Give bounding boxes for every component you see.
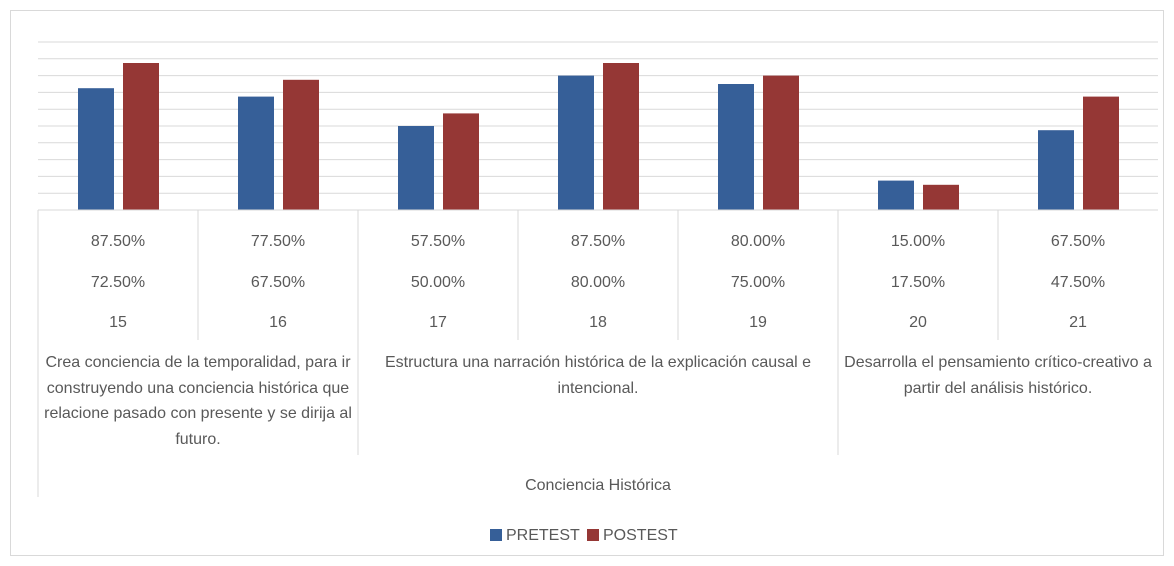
table-cell: 15.00% (891, 233, 945, 250)
legend-label: PRETEST (506, 527, 580, 544)
bar (123, 63, 159, 210)
table-cell: 87.50% (91, 233, 145, 250)
x-tick-label: 21 (1069, 314, 1087, 331)
bar (238, 96, 274, 210)
bar (1038, 130, 1074, 210)
group-title: Conciencia Histórica (525, 477, 671, 494)
table-cell: 67.50% (1051, 233, 1105, 250)
group-label: Desarrolla el pensamiento crítico-creati… (844, 354, 1152, 397)
table-cell: 75.00% (731, 274, 785, 291)
group-label-box: Desarrolla el pensamiento crítico-creati… (844, 354, 1152, 397)
table-cell: 80.00% (731, 233, 785, 250)
bar (603, 63, 639, 210)
x-tick-label: 20 (909, 314, 927, 331)
legend-label: POSTEST (603, 527, 678, 544)
bar (718, 84, 754, 210)
bar (443, 113, 479, 210)
table-cell: 50.00% (411, 274, 465, 291)
group-label: Crea conciencia de la temporalidad, para… (44, 354, 352, 448)
bar (398, 126, 434, 210)
table-cell: 87.50% (571, 233, 625, 250)
bar (283, 79, 319, 210)
x-tick-label: 15 (109, 314, 127, 331)
bar (558, 75, 594, 210)
x-tick-label: 16 (269, 314, 287, 331)
bar (923, 184, 959, 210)
group-label: Estructura una narración histórica de la… (384, 354, 811, 397)
x-tick-label: 17 (429, 314, 447, 331)
bar (1083, 96, 1119, 210)
group-label-box: Crea conciencia de la temporalidad, para… (44, 354, 352, 448)
bar (78, 88, 114, 210)
x-tick-label: 19 (749, 314, 767, 331)
bar (878, 180, 914, 210)
legend-swatch (490, 529, 502, 541)
table-cell: 17.50% (891, 274, 945, 291)
table-cell: 72.50% (91, 274, 145, 291)
x-tick-label: 18 (589, 314, 607, 331)
group-label-box: Estructura una narración histórica de la… (384, 354, 811, 397)
legend-swatch (587, 529, 599, 541)
bar (763, 75, 799, 210)
table-cell: 80.00% (571, 274, 625, 291)
table-cell: 67.50% (251, 274, 305, 291)
table-cell: 47.50% (1051, 274, 1105, 291)
table-cell: 57.50% (411, 233, 465, 250)
table-cell: 77.50% (251, 233, 305, 250)
